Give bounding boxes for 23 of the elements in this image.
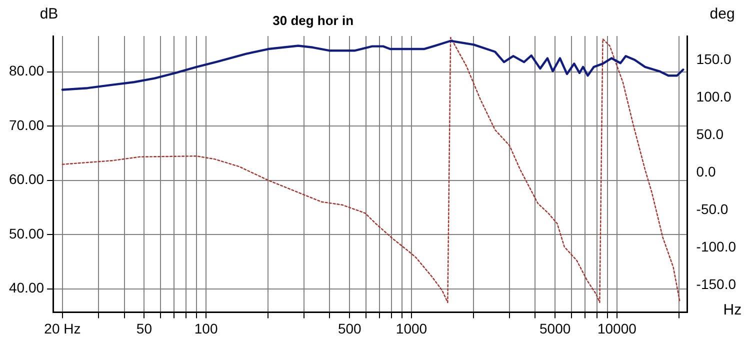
x-axis-title: Hz xyxy=(723,301,742,318)
y2-axis-title: deg xyxy=(710,6,735,23)
x-tick-label: 500 xyxy=(338,320,362,336)
x-tick-label: 10000 xyxy=(597,320,637,336)
chart-title: 30 deg hor in xyxy=(272,13,354,28)
x-tick-label: 1000 xyxy=(396,320,428,336)
x-tick-label: 20 Hz xyxy=(44,320,81,336)
y2-tick-label: -100.0 xyxy=(696,238,736,255)
y-tick-label: 40.00 xyxy=(8,280,44,296)
x-tick-label: 5000 xyxy=(540,320,571,336)
y2-tick-label: 0.0 xyxy=(696,163,716,180)
y2-tick-label: 100.0 xyxy=(696,88,732,104)
y2-tick-label: -50.0 xyxy=(696,200,728,217)
y-tick-label: 50.00 xyxy=(8,225,44,242)
y-axis-title: dB xyxy=(40,6,58,23)
y-tick-label: 60.00 xyxy=(8,171,44,188)
y2-tick-label: -150.0 xyxy=(696,276,736,292)
y2-tick-label: 50.0 xyxy=(696,126,724,142)
y2-tick-label: 150.0 xyxy=(696,50,732,67)
x-tick-label: 50 xyxy=(136,320,152,336)
x-tick-label: 100 xyxy=(194,320,218,336)
y-tick-label: 80.00 xyxy=(8,62,44,79)
y-tick-label: 70.00 xyxy=(8,116,44,133)
